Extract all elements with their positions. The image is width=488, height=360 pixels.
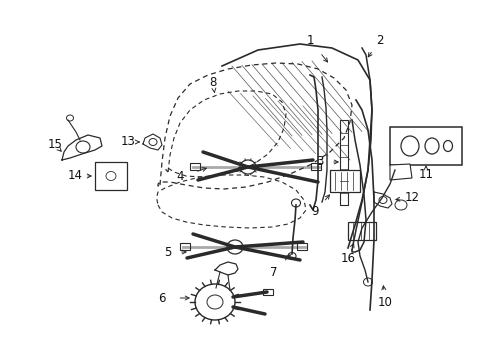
Ellipse shape [240,160,256,174]
Text: 13: 13 [121,135,135,148]
Ellipse shape [287,252,295,260]
Bar [347,222,375,240]
Bar [180,243,190,250]
Text: 2: 2 [375,33,383,46]
Text: 8: 8 [209,76,216,89]
Ellipse shape [363,278,372,286]
Ellipse shape [195,284,235,320]
Ellipse shape [76,141,90,153]
Text: 14: 14 [67,170,82,183]
Ellipse shape [149,139,157,145]
Bar [296,243,306,250]
Text: 11: 11 [418,168,433,181]
Text: 7: 7 [270,265,277,279]
Text: 4: 4 [176,171,183,184]
Bar [389,127,461,165]
Text: 6: 6 [158,292,165,305]
Text: 5: 5 [164,246,171,258]
Bar [339,120,347,205]
Text: 12: 12 [404,192,419,204]
Text: 15: 15 [47,139,62,152]
Text: 16: 16 [340,252,355,265]
Bar [310,163,320,170]
Text: 9: 9 [311,206,318,219]
Text: 1: 1 [305,33,313,46]
Polygon shape [389,164,411,180]
Bar [190,163,200,170]
Text: 10: 10 [377,296,392,309]
Ellipse shape [226,240,243,254]
Bar [329,170,359,192]
Ellipse shape [291,199,300,207]
Text: 3: 3 [316,156,323,168]
Bar [263,289,272,295]
Ellipse shape [394,200,406,210]
Bar [95,162,127,190]
